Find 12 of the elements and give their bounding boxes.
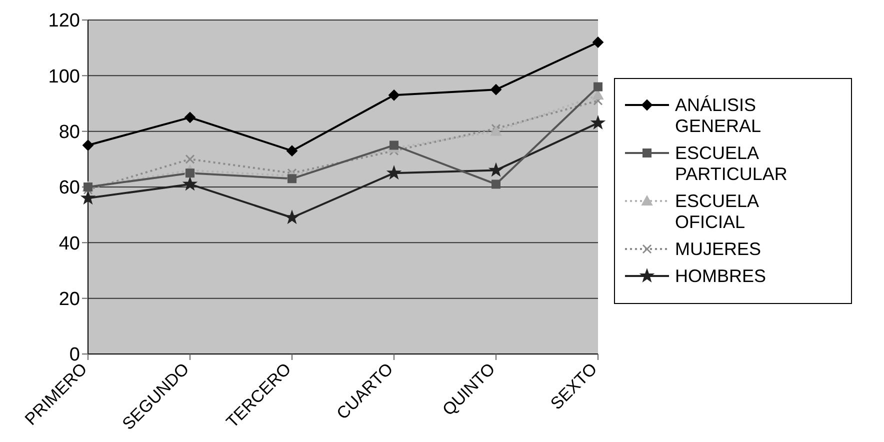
y-tick-label: 0 — [69, 344, 80, 366]
y-tick-label: 120 — [48, 10, 80, 32]
legend-label: HOMBRES — [675, 266, 768, 287]
legend-label: ESCUELA PARTICULAR — [675, 143, 788, 185]
y-tick-label: 20 — [58, 289, 80, 310]
legend-label: ESCUELA OFICIAL — [675, 191, 760, 233]
y-tick-label: 80 — [58, 122, 80, 144]
legend-label: MUJERES — [675, 239, 762, 260]
legend-label: ANÁLISIS GENERAL — [675, 95, 762, 137]
y-tick-label: 60 — [58, 178, 80, 199]
y-tick-label: 40 — [58, 233, 80, 254]
y-tick-label: 100 — [48, 66, 80, 88]
